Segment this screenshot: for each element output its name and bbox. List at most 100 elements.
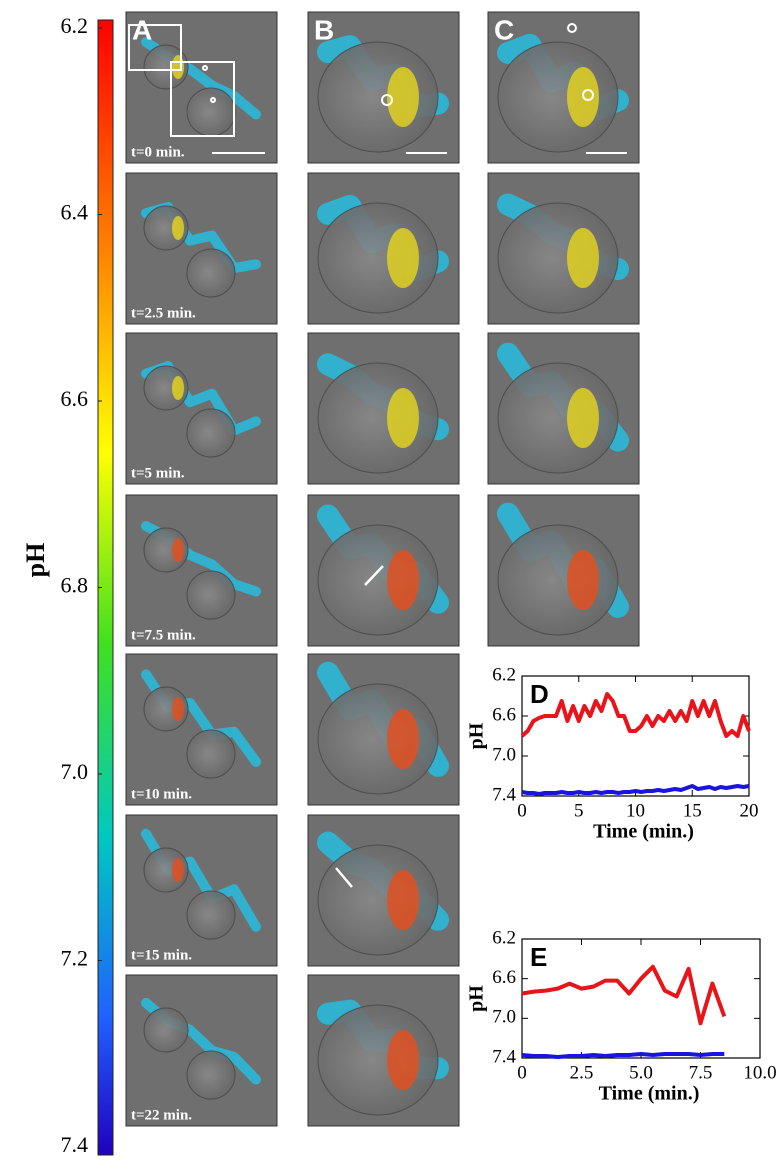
roi-marker xyxy=(210,97,216,103)
micrograph xyxy=(307,172,460,325)
arrow xyxy=(364,565,384,586)
cell-body xyxy=(186,570,236,620)
micrograph-frame xyxy=(125,11,278,164)
cell-body xyxy=(497,202,619,314)
micrograph xyxy=(307,814,460,967)
time-label: t=7.5 min. xyxy=(131,627,196,643)
acidic-region xyxy=(387,388,419,448)
acidic-region xyxy=(567,388,599,448)
micrograph: t=15 min. xyxy=(125,814,278,967)
acidic-region xyxy=(172,538,184,562)
micrograph xyxy=(307,332,460,485)
x-tick-label: 0 xyxy=(517,800,527,821)
cell-body xyxy=(497,524,619,636)
cell-body xyxy=(317,1004,439,1116)
colorbar-tick-label: 6.6 xyxy=(61,386,89,411)
acidic-region xyxy=(387,709,419,769)
y-axis-label: pH xyxy=(466,985,488,1012)
micrograph-frame xyxy=(125,494,278,647)
micrograph: t=7.5 min. xyxy=(125,494,278,647)
data-line xyxy=(521,784,750,796)
cell-body xyxy=(186,729,236,779)
x-tick-label: 0 xyxy=(517,1062,527,1083)
acidic-region xyxy=(172,697,184,721)
y-tick-label: 6.2 xyxy=(492,664,516,685)
colorbar-tick-label: 6.2 xyxy=(61,13,89,38)
time-label: t=0 min. xyxy=(131,144,185,160)
chart-annotation: D xyxy=(530,679,549,709)
colorbar-tick-label: 6.4 xyxy=(61,200,89,225)
x-tick-label: 2.5 xyxy=(570,1062,594,1083)
micrograph: t=10 min. xyxy=(125,653,278,806)
micrograph: t=22 min. xyxy=(125,974,278,1127)
y-tick-label: 7.4 xyxy=(492,784,516,805)
micrograph: C xyxy=(487,11,640,164)
roi-marker xyxy=(202,65,208,71)
acidic-region xyxy=(172,376,184,400)
y-tick-label: 6.6 xyxy=(492,967,516,988)
micrograph xyxy=(307,974,460,1127)
acidic-region xyxy=(172,55,184,79)
micrograph xyxy=(487,494,640,647)
roi-marker xyxy=(381,94,393,106)
acidic-region xyxy=(567,228,599,288)
acidic-region xyxy=(387,550,419,610)
x-tick-label: 10.0 xyxy=(743,1062,776,1083)
x-axis-label: Time (min.) xyxy=(599,1083,700,1105)
micrograph: t=2.5 min. xyxy=(125,172,278,325)
cell-body xyxy=(317,683,439,795)
cell-body xyxy=(143,1007,189,1053)
colorbar-label: pH xyxy=(21,543,50,578)
time-label: t=2.5 min. xyxy=(131,305,196,321)
panel-letter: C xyxy=(494,14,514,45)
acidic-region xyxy=(387,228,419,288)
data-line xyxy=(520,692,751,738)
cell-body xyxy=(186,890,236,940)
panel-letter: A xyxy=(132,14,152,45)
micrograph-frame xyxy=(125,172,278,325)
micrograph-frame xyxy=(125,332,278,485)
colorbar-tick-label: 7.2 xyxy=(61,946,89,971)
cell-body xyxy=(186,87,236,137)
micrograph xyxy=(307,494,460,647)
micrograph: t=5 min. xyxy=(125,332,278,485)
cell-body xyxy=(186,408,236,458)
roi-box xyxy=(170,61,235,137)
x-tick-label: 5.0 xyxy=(629,1062,653,1083)
cell-body xyxy=(497,41,619,153)
x-tick-label: 7.5 xyxy=(689,1062,713,1083)
x-tick-label: 20 xyxy=(740,800,759,821)
cell-body xyxy=(317,202,439,314)
micrograph: B xyxy=(307,11,460,164)
cell-body xyxy=(497,362,619,474)
data-line xyxy=(521,964,727,1026)
roi-box xyxy=(128,24,182,71)
data-line xyxy=(521,1052,725,1059)
x-tick-label: 15 xyxy=(683,800,702,821)
micrograph xyxy=(487,172,640,325)
cell-body xyxy=(317,41,439,153)
x-tick-label: 5 xyxy=(574,800,584,821)
micrograph-frame xyxy=(125,974,278,1127)
acidic-region xyxy=(387,1030,419,1090)
x-axis-label: Time (min.) xyxy=(593,821,694,843)
time-label: t=22 min. xyxy=(131,1107,192,1123)
acidic-region xyxy=(172,858,184,882)
micrograph xyxy=(487,332,640,485)
roi-marker xyxy=(582,89,594,101)
x-tick-label: 10 xyxy=(626,800,645,821)
cell-body xyxy=(317,844,439,956)
y-axis-label: pH xyxy=(466,722,488,749)
colorbar-tick-label: 7.0 xyxy=(61,759,89,784)
acidic-region xyxy=(567,550,599,610)
time-label: t=5 min. xyxy=(131,465,185,481)
acidic-region xyxy=(387,870,419,930)
y-tick-label: 6.2 xyxy=(492,927,516,948)
roi-marker xyxy=(567,23,577,33)
cell-body xyxy=(317,362,439,474)
chart-annotation: E xyxy=(530,942,547,972)
colorbar-tick-label: 7.4 xyxy=(61,1132,89,1157)
micrograph xyxy=(307,653,460,806)
micrograph: t=0 min. A xyxy=(125,11,278,164)
